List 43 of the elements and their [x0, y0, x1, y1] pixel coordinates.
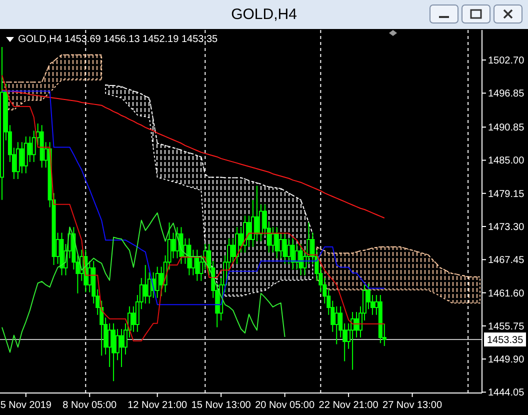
- ref-line-label: 1453.35: [487, 334, 524, 346]
- x-tick-label: 22 Nov 21:00: [318, 400, 379, 411]
- candlestick: [290, 238, 295, 270]
- x-tick-label: 20 Nov 05:00: [255, 400, 315, 411]
- candlestick: [378, 294, 382, 344]
- y-tick-label: 1496.85: [488, 88, 525, 100]
- y-tick-label: 1473.30: [488, 222, 525, 234]
- y-tick-label: 1449.90: [488, 354, 525, 366]
- x-tick-label: 27 Nov 13:00: [382, 400, 442, 411]
- candlestick: [0, 46, 4, 200]
- y-tick-label: 1461.60: [488, 288, 525, 300]
- y-tick-label: 1490.85: [488, 122, 525, 134]
- candlestick: [60, 232, 64, 276]
- line-series: [1, 74, 385, 342]
- x-tick-label: 12 Nov 21:00: [128, 400, 188, 411]
- candlestick: [242, 215, 247, 254]
- line-series: [1, 212, 286, 353]
- candlestick: [179, 226, 184, 264]
- x-tick-label: 8 Nov 05:00: [62, 400, 118, 411]
- y-tick-label: 1467.45: [488, 255, 525, 266]
- candlestick: [24, 136, 28, 174]
- y-tick-label: 1502.70: [488, 56, 525, 67]
- candlestick: [40, 124, 44, 168]
- y-tick-label: 1479.15: [488, 188, 525, 200]
- candlestick: [155, 266, 160, 298]
- candlestick: [187, 238, 192, 276]
- candlestick: [298, 244, 303, 276]
- line-series: [1, 90, 385, 219]
- x-tick-label: 5 Nov 2019: [0, 400, 52, 411]
- candlestick: [16, 142, 20, 180]
- candlestick: [274, 226, 279, 259]
- line-series: [1, 90, 385, 306]
- y-tick-label: 1485.00: [488, 156, 525, 167]
- y-tick-label: 1444.05: [488, 388, 525, 399]
- candlestick: [195, 249, 200, 282]
- chart-subtitle: GOLD,H4 1453.69 1456.13 1452.19 1453.35: [18, 34, 218, 45]
- candlestick: [235, 226, 240, 264]
- chart-title: GOLD,H4: [231, 6, 297, 23]
- candlestick: [112, 322, 116, 382]
- x-tick-label: 15 Nov 13:00: [191, 400, 252, 411]
- y-tick-label: 1455.75: [488, 321, 525, 332]
- candlestick: [350, 312, 355, 370]
- candlestick: [282, 232, 287, 264]
